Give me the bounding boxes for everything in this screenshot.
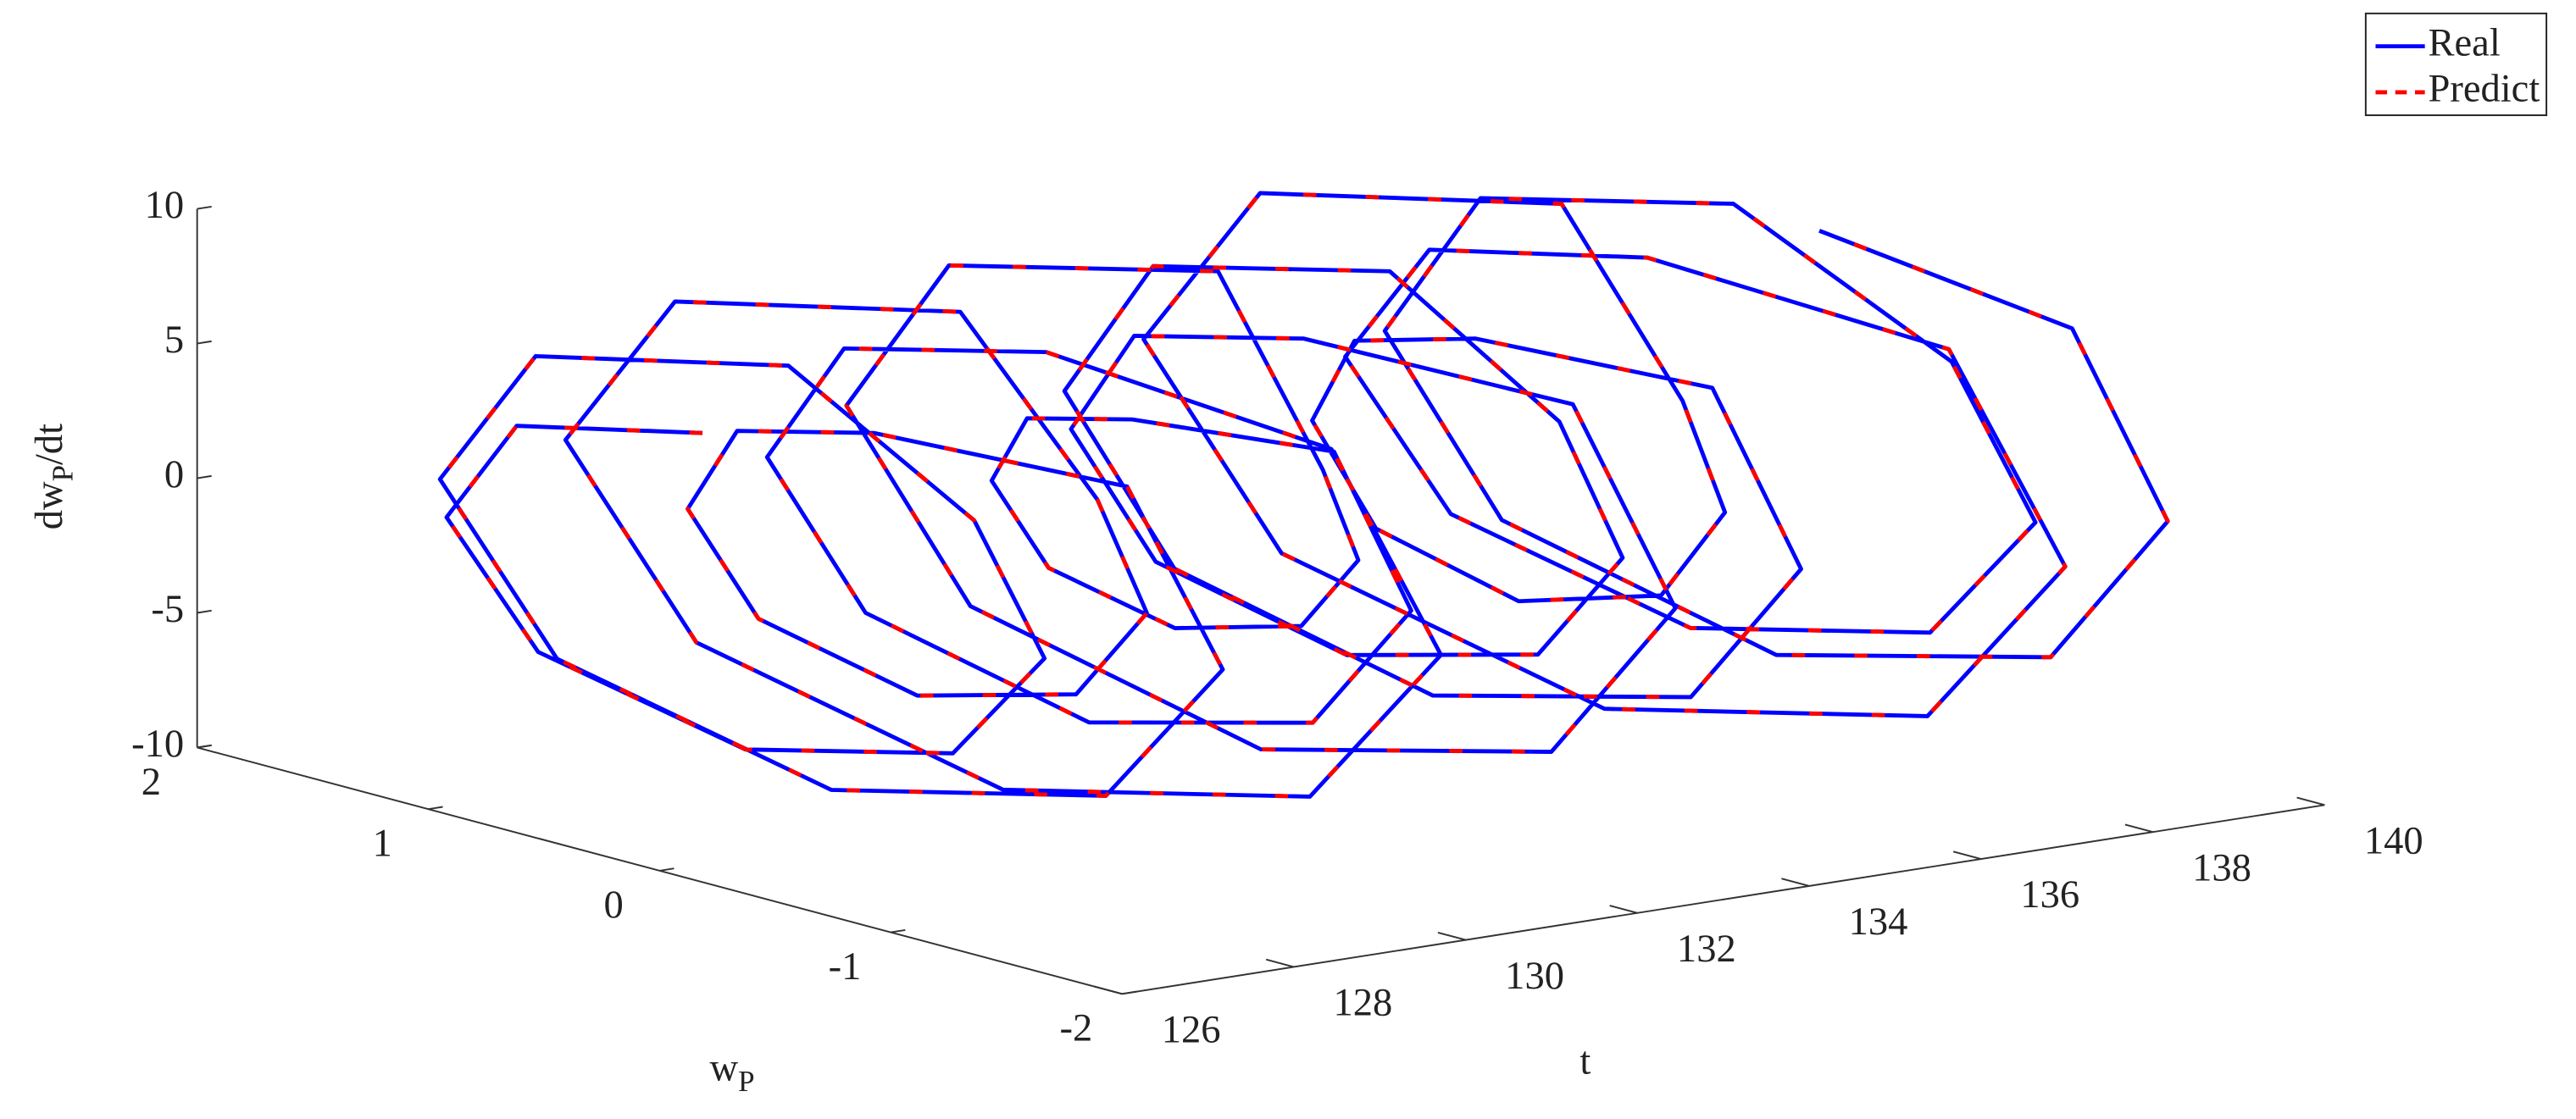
x-tick: [1265, 958, 1295, 968]
x-tick: [1609, 905, 1638, 914]
y-tick: [428, 806, 443, 811]
z-label-sub: P: [47, 465, 80, 481]
z-tick-label: 0: [164, 453, 184, 496]
x-tick-label: 134: [1849, 900, 1908, 944]
series-line: [437, 191, 2170, 799]
x-tick-label: 132: [1677, 928, 1736, 971]
z-axis-label: dwP/dt: [28, 424, 80, 529]
y-tick: [891, 928, 906, 933]
z-tick-label: 10: [145, 184, 185, 227]
x-tick: [1437, 931, 1466, 941]
legend-label: Real: [2429, 21, 2501, 64]
series-line: [437, 191, 2170, 799]
z-label-rest: /dt: [28, 424, 71, 465]
z-tick: [197, 609, 212, 614]
legend-label: Predict: [2429, 68, 2540, 111]
z-tick-label: -5: [151, 588, 184, 631]
y-label-sub: P: [738, 1065, 754, 1098]
z-tick: [197, 474, 212, 479]
x-tick: [2124, 823, 2153, 834]
z-tick: [197, 205, 212, 210]
x-tick-label: 138: [2192, 846, 2251, 889]
y-tick-label: -2: [1060, 1007, 1093, 1050]
x-tick: [2296, 796, 2325, 806]
y-tick-label: -1: [829, 945, 862, 989]
x-tick-label: 130: [1505, 955, 1564, 998]
x-tick-label: 136: [2020, 873, 2079, 917]
x-tick-label: 140: [2364, 820, 2423, 863]
y-label-main: w: [710, 1046, 739, 1089]
x-axis-label: t: [1579, 1039, 1591, 1083]
x-tick-label: 126: [1162, 1009, 1221, 1052]
x-tick: [1781, 878, 1810, 887]
z-tick: [197, 340, 212, 345]
y-axis-label: wP: [710, 1046, 755, 1098]
z-tick-label: -10: [131, 723, 184, 766]
x-tick: [1952, 850, 1982, 860]
legend-box: [2364, 12, 2548, 117]
x-tick: [1094, 985, 1123, 995]
x-tick-label: 128: [1333, 982, 1392, 1025]
z-tick: [197, 744, 212, 749]
y-tick: [659, 867, 675, 872]
z-tick-label: 5: [164, 319, 184, 362]
y-tick-label: 1: [373, 822, 392, 865]
y-tick: [1122, 990, 1137, 995]
z-label-main: dw: [28, 481, 71, 529]
x-axis-line: [1122, 804, 2325, 995]
y-tick-label: 2: [142, 761, 161, 804]
y-tick-label: 0: [603, 884, 623, 927]
